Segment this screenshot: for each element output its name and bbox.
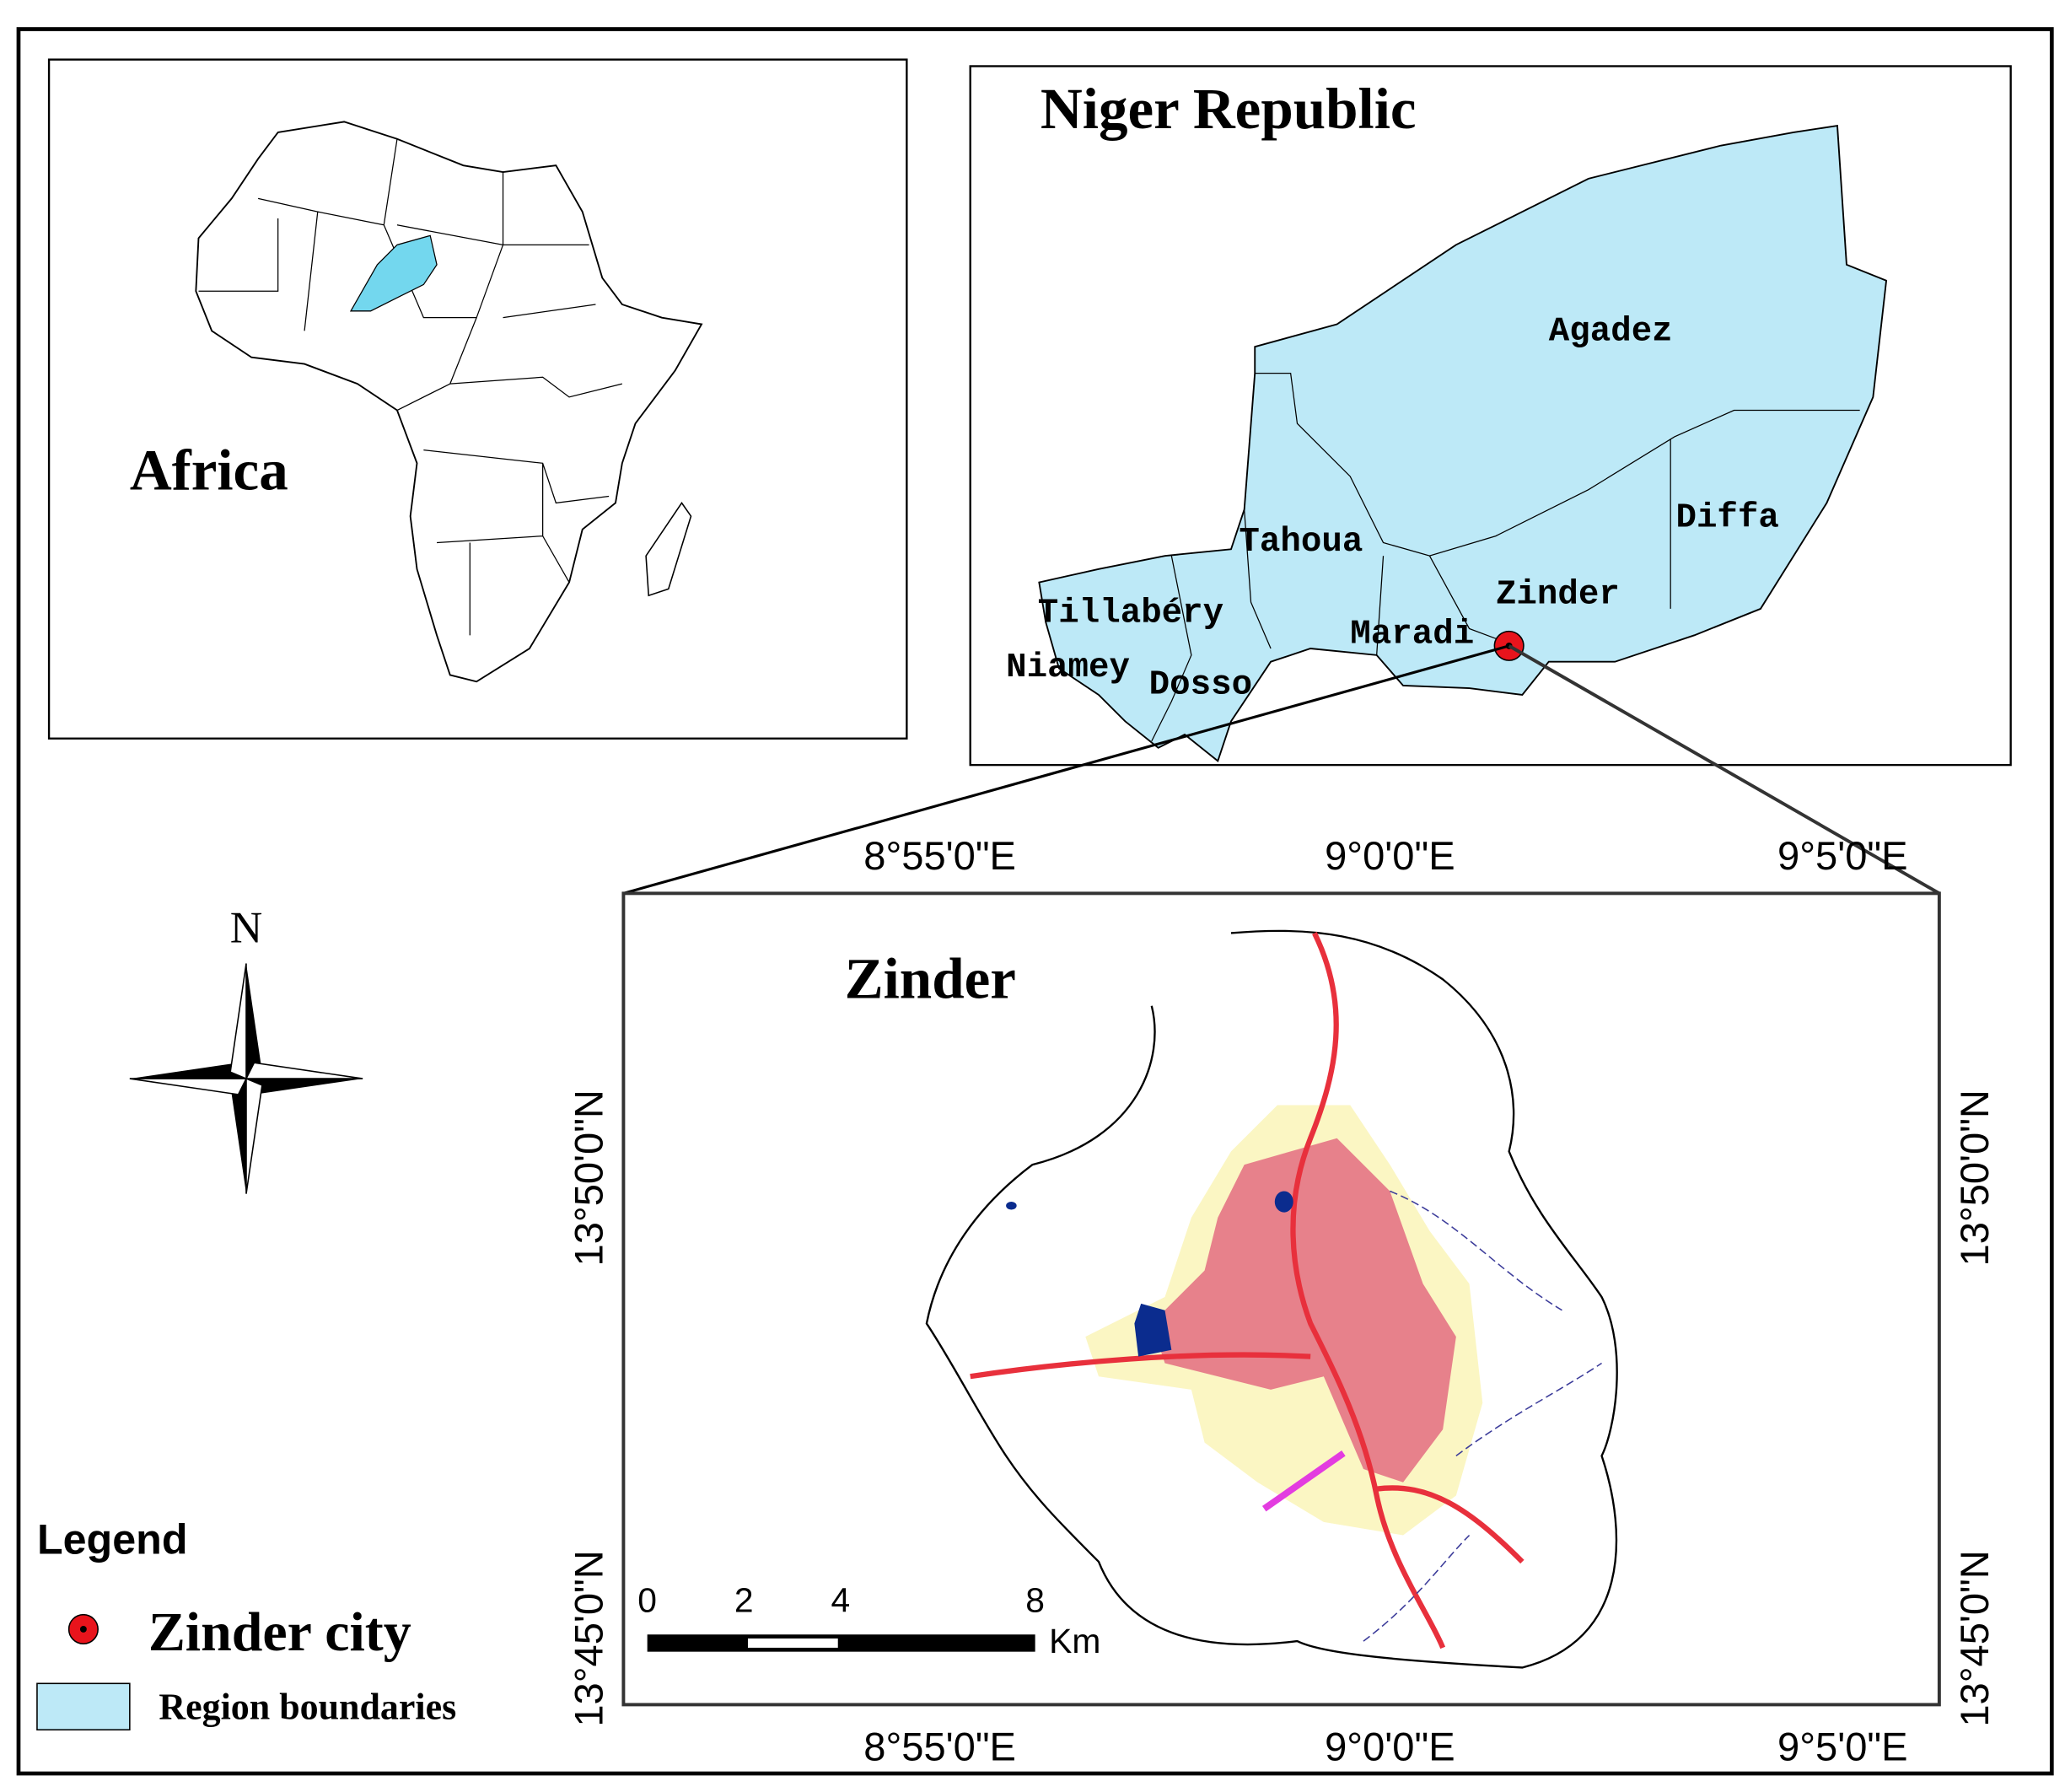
streams: [1363, 1190, 1602, 1642]
africa-outline: [195, 121, 703, 683]
niger-panel: [969, 65, 2012, 767]
north-arrow: [129, 963, 363, 1194]
scale-bar-segment: [747, 1638, 838, 1648]
lon-label: 9°0'0"E: [1325, 833, 1455, 878]
africa-title: Africa: [130, 438, 288, 503]
lat-label: 13°50'0"N: [1952, 1090, 1997, 1266]
scale-tick: 4: [831, 1581, 851, 1620]
water-body: [1006, 1202, 1017, 1210]
scale-tick: 0: [637, 1581, 657, 1620]
zinder-title: Zinder: [845, 945, 1016, 1010]
region-label: Agadez: [1549, 312, 1673, 351]
north-label: N: [230, 901, 263, 952]
legend-symbol: [36, 1682, 131, 1731]
water-body: [1274, 1191, 1293, 1213]
zoom-line: [622, 644, 1510, 895]
lat-label: 13°45'0"N: [566, 1550, 610, 1726]
legend-item: Zinder city: [148, 1601, 411, 1663]
niger-title: Niger Republic: [1041, 76, 1417, 141]
legend-title: Legend: [37, 1516, 188, 1563]
roads: [970, 932, 1525, 1649]
lon-label: 9°5'0"E: [1777, 1724, 1908, 1768]
africa-panel: [47, 58, 908, 740]
scale-bar: [647, 1634, 1035, 1652]
scale-tick: 2: [734, 1581, 754, 1620]
lat-label: 13°50'0"N: [566, 1090, 610, 1266]
scale-unit: Km: [1049, 1622, 1100, 1660]
lon-label: 8°55'0"E: [863, 833, 1016, 878]
region-label: Diffa: [1675, 499, 1778, 538]
frame: [16, 27, 2054, 1776]
legend-item: Region boundaries: [159, 1687, 456, 1728]
lon-label: 9°0'0"E: [1325, 1724, 1455, 1768]
region-label: Tahoua: [1239, 523, 1363, 562]
region-label: Zinder: [1496, 576, 1620, 615]
region-label: Niamey: [1006, 648, 1130, 687]
region-borders: [1151, 372, 1860, 742]
lat-label: 13°45'0"N: [1952, 1550, 1997, 1726]
region-label: Maradi: [1350, 616, 1474, 654]
madagascar: [645, 501, 692, 597]
water-body: [1134, 1303, 1172, 1357]
scale-tick: 8: [1025, 1581, 1045, 1620]
zoom-line: [1508, 644, 1940, 896]
region-label: Dosso: [1149, 665, 1252, 704]
region-label: Tillabéry: [1038, 595, 1223, 633]
lon-label: 9°5'0"E: [1777, 833, 1908, 878]
niger-highlight: [349, 234, 438, 312]
lon-label: 8°55'0"E: [863, 1724, 1016, 1768]
africa-borders: [198, 138, 622, 636]
feature: [1261, 1450, 1346, 1512]
legend-symbol-dot: [79, 1626, 87, 1633]
